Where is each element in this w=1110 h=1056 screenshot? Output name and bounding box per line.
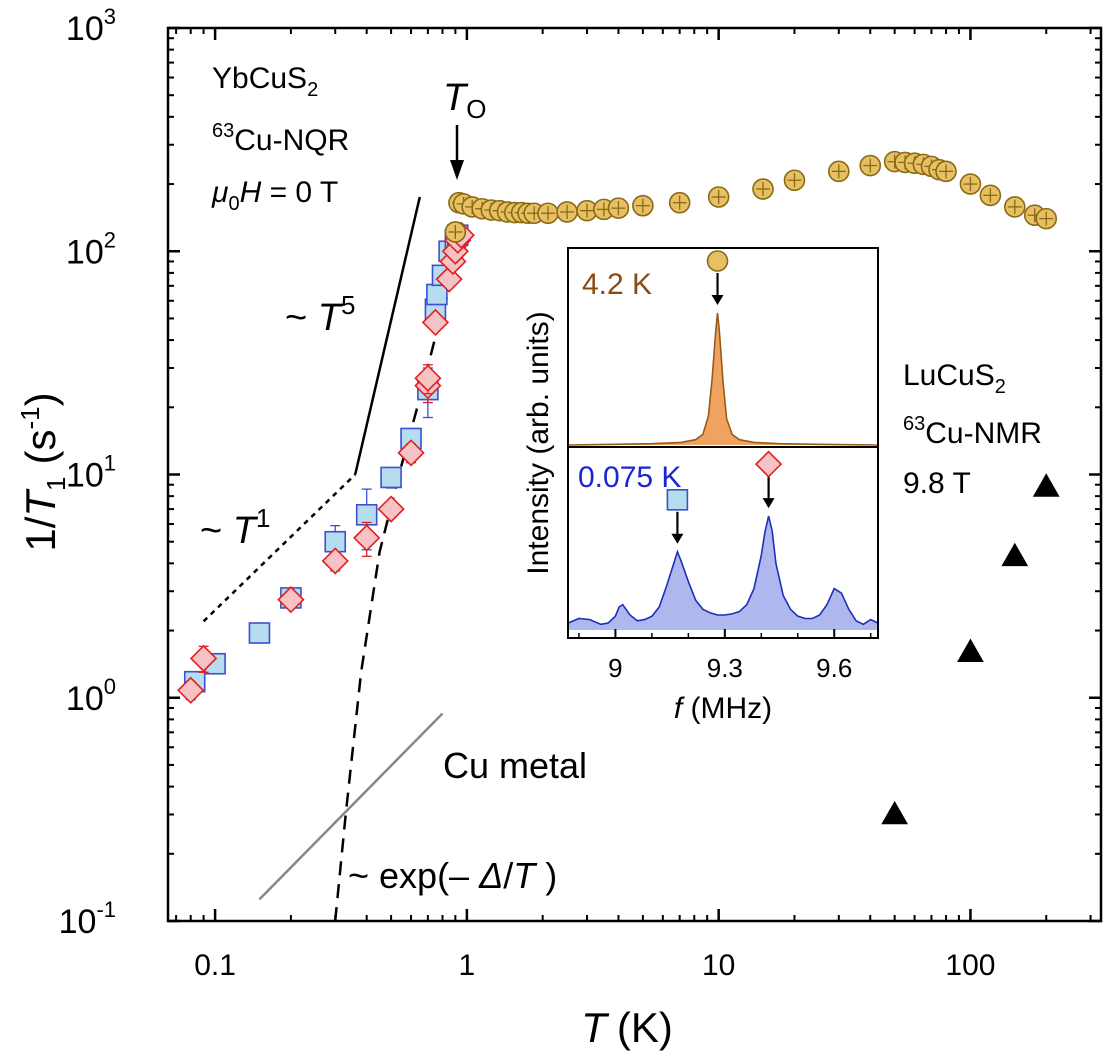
data-point-diamond (421, 308, 450, 337)
x-tick-label: 0.1 (194, 949, 236, 982)
spectrum-line (567, 515, 879, 626)
axes: 0.1 1 10 100 10-1 100 101 102 103 (59, 4, 1101, 982)
inset-panel-high-t: 4.2 K (567, 250, 879, 446)
x-tick-label: 10 (702, 949, 735, 982)
inset-x-tick-label: 9.3 (707, 653, 743, 683)
inset-temperature-label: 4.2 K (582, 268, 652, 301)
data-point-diamond (435, 265, 463, 293)
data-point-diamond (189, 644, 218, 673)
peak-marker-circle (706, 250, 729, 272)
data-point-triangle (1032, 473, 1060, 497)
to-arrow (450, 125, 464, 180)
inset-y-axis-title: Intensity (arb. units) (522, 311, 555, 574)
series-square (183, 224, 469, 693)
peak-arrowhead (762, 498, 775, 509)
guide-dashed (333, 243, 469, 922)
sample-label-lucus2: LuCuS2 (903, 359, 1006, 398)
y-axis-title: 1/T1(s-1) (15, 392, 71, 551)
data-point-diamond (397, 439, 425, 467)
data-point-diamond (277, 586, 305, 614)
cu-metal-label: Cu metal (443, 745, 587, 786)
data-point-diamond (321, 547, 349, 575)
spectrum-fill (568, 313, 878, 445)
y-tick-label: 101 (66, 451, 116, 495)
x-tick-label: 1 (459, 949, 476, 982)
nmr-label: 63Cu-NMR (903, 413, 1042, 450)
data-point-square (248, 622, 271, 644)
exp-fit-label: ~ exp(– Δ/T ) (348, 855, 557, 896)
guide-solid (258, 712, 444, 901)
data-point-triangle (881, 800, 909, 825)
data-points (177, 150, 1060, 825)
inset-x-tick-label: 9.6 (816, 653, 852, 683)
y-tick-label: 103 (66, 4, 116, 48)
inset-frame (567, 247, 879, 639)
data-point-diamond (353, 524, 381, 552)
data-point-diamond (377, 495, 405, 523)
inset-x-axis-title: f (MHz) (674, 692, 772, 725)
inset-temperature-label: 0.075 K (578, 461, 681, 494)
guide-solid (353, 196, 422, 475)
nqr-label: 63Cu-NQR (212, 120, 349, 157)
t5-label: ~ T5 (285, 290, 355, 339)
series-triangle (881, 473, 1060, 825)
data-point-triangle (1001, 542, 1029, 567)
field-label-nmr: 9.8 T (903, 467, 971, 500)
series-circle (444, 150, 1058, 243)
data-point-square (380, 466, 402, 489)
data-point-triangle (957, 638, 984, 662)
data-point-diamond (177, 676, 205, 704)
to-label: TO (443, 77, 486, 124)
x-axis-title: T (K) (581, 1004, 673, 1051)
t1-label: ~ T1 (200, 503, 270, 552)
y-tick-label: 100 (66, 674, 116, 718)
inset-panel-low-t: 0.075 K (567, 450, 879, 630)
peak-arrowhead (671, 533, 684, 544)
sample-label-ybcus2: YbCuS2 (212, 62, 318, 101)
peak-marker-diamond (754, 450, 783, 478)
inset-spectrum: 4.2 K 0.075 K 9 9.3 9.6 f (MHz) Intensity (arb… (522, 247, 879, 725)
field-label-zero: μ0H = 0 T (211, 176, 338, 215)
spectrum-fill (568, 516, 878, 630)
peak-marker-square (666, 488, 689, 511)
y-tick-label: 102 (66, 227, 116, 271)
x-tick-label: 100 (945, 949, 995, 982)
data-point-diamond (414, 364, 442, 392)
spectrum-line (567, 312, 879, 446)
inset-x-tick-label: 9 (608, 653, 622, 683)
y-tick-label: 10-1 (59, 897, 116, 941)
peak-arrowhead (711, 295, 724, 305)
